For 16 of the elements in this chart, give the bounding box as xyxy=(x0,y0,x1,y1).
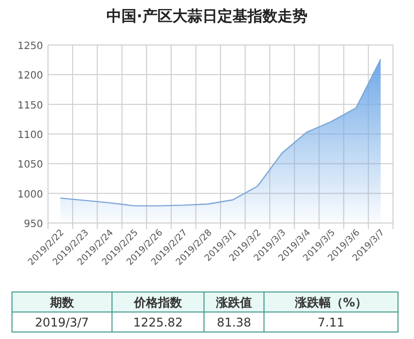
text: 涨跌值 xyxy=(215,296,252,310)
text: 价格指数 xyxy=(133,296,183,310)
y-tick-label: 1200 xyxy=(18,70,43,82)
y-tick-label: 1250 xyxy=(18,41,43,52)
text: 期数 xyxy=(49,296,75,310)
text: 涨跌幅（%） xyxy=(294,296,368,310)
text: 7.11 xyxy=(318,316,344,330)
y-tick-label: 1050 xyxy=(18,160,43,171)
y-tick-label: 1150 xyxy=(18,100,43,112)
text: 81.38 xyxy=(216,316,252,330)
y-tick-label: 950 xyxy=(24,219,43,230)
chart-title: 中国·产区大蒜日定基指数走势 xyxy=(106,7,308,25)
text: 1225.82 xyxy=(133,316,183,330)
text: 2019/3/7 xyxy=(35,316,89,330)
y-tick-label: 1100 xyxy=(18,130,43,141)
y-tick-label: 1000 xyxy=(18,189,43,200)
